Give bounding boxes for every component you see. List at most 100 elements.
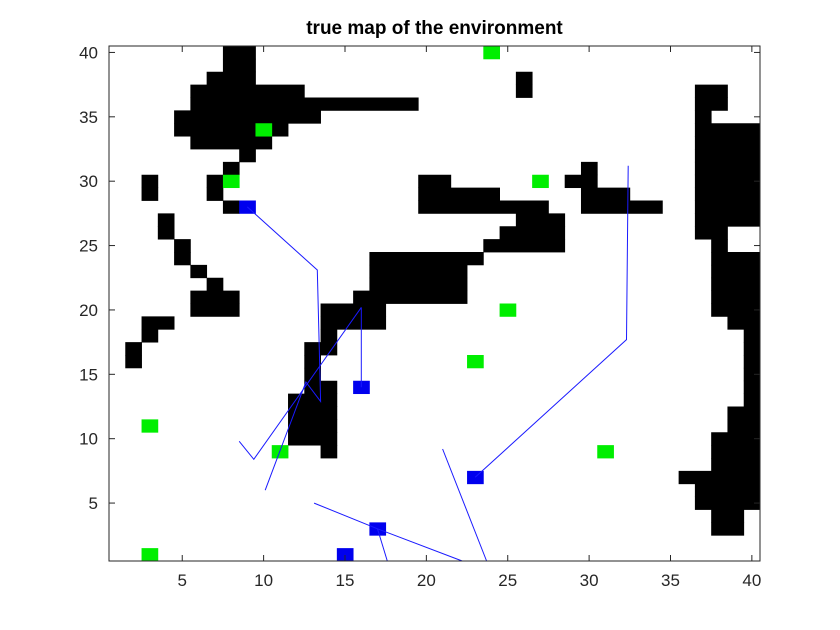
obstacle-cell [418,187,500,201]
obstacle-cell [515,84,533,98]
obstacle-cell [694,149,761,163]
obstacle-cell [694,84,728,98]
obstacle-cell [743,342,761,356]
green-cell [483,46,500,60]
x-tick-label: 25 [498,571,517,590]
blue-cell [336,548,354,562]
green-cell [141,419,159,433]
obstacle-cell [483,239,566,253]
obstacle-cell [157,226,175,240]
obstacle-cell [190,264,208,279]
green-cell [499,303,517,317]
obstacle-cell [125,342,142,356]
path-line [377,528,388,562]
y-tick-label: 15 [79,365,98,384]
obstacle-cell [222,200,240,214]
obstacle-cell [743,367,761,382]
obstacle-cell [141,174,159,189]
obstacle-cell [353,290,468,304]
obstacle-cell [711,252,761,266]
y-tick-label: 35 [79,108,98,127]
obstacle-cell [743,355,761,369]
obstacle-cell [320,303,387,317]
obstacle-cell [711,445,761,459]
obstacle-cell [711,290,761,304]
obstacle-cell [190,84,305,98]
obstacle-cell [580,161,598,176]
green-cell [255,123,273,137]
obstacle-cell [174,252,191,266]
y-tick-label: 5 [89,494,98,513]
path-line [474,165,629,478]
obstacle-cell [694,123,761,137]
path-line [246,206,322,491]
obstacle-cell [222,58,256,73]
y-tick-label: 25 [79,237,98,256]
path-lines [238,165,629,562]
obstacle-cell [239,149,256,163]
x-tick-label: 40 [742,571,761,590]
obstacle-cell [190,97,419,111]
obstacle-cell [694,161,761,176]
obstacle-cell [206,174,224,189]
obstacle-cell [288,419,338,433]
obstacle-cell [694,174,761,189]
obstacle-cell [141,316,175,330]
obstacle-cell [727,316,761,330]
obstacle-cell [320,445,338,459]
obstacle-cell [369,264,468,279]
y-tick-label: 40 [79,43,98,62]
obstacle-cell [304,355,321,369]
green-cell [597,445,614,459]
blue-cell [467,470,484,485]
x-tick-label: 15 [336,571,355,590]
obstacle-cell [678,470,761,485]
obstacle-cell [320,329,338,343]
obstacle-cell [711,239,728,253]
obstacle-cell [418,174,452,189]
x-tick-label: 5 [178,571,187,590]
x-tick-label: 30 [580,571,599,590]
obstacle-cell [711,458,761,472]
obstacle-cell [711,303,761,317]
obstacle-cell [580,200,663,214]
obstacle-cell [694,226,728,240]
tick-labels: 5 10 15 20 25 30 35 40 5 10 15 20 25 30 35 40 [79,43,761,590]
obstacle-cell [125,355,142,369]
obstacle-cell [369,252,484,266]
obstacle-cell [141,187,159,201]
obstacle-cell [141,329,159,343]
green-cell [467,355,484,369]
obstacle-cell [694,213,761,227]
obstacle-cell [288,432,338,446]
green-cell [532,174,549,189]
obstacle-cell [711,277,761,292]
obstacle-cell [694,136,761,150]
obstacle-cell [206,187,224,201]
obstacle-cell [174,110,321,124]
y-tick-label: 10 [79,430,98,449]
obstacle-cell [711,509,745,523]
obstacle-cell [206,277,224,292]
obstacle-cell [190,303,240,317]
obstacle-cell [288,406,338,420]
path-line [442,448,488,562]
obstacle-cell [580,187,631,201]
axes [108,45,761,562]
path-line [238,307,362,461]
blue-cell [353,380,370,395]
obstacle-cell [190,136,273,150]
x-tick-label: 20 [417,571,436,590]
obstacle-cell [304,342,338,356]
obstacle-cell [727,419,761,433]
obstacle-cell [174,239,191,253]
y-tick-label: 30 [79,172,98,191]
axes-box [108,45,761,562]
obstacle-cell [743,393,761,407]
obstacle-cell [694,496,761,510]
obstacle-cell [206,71,256,86]
green-cell [141,548,159,562]
obstacle-cell [564,174,598,189]
